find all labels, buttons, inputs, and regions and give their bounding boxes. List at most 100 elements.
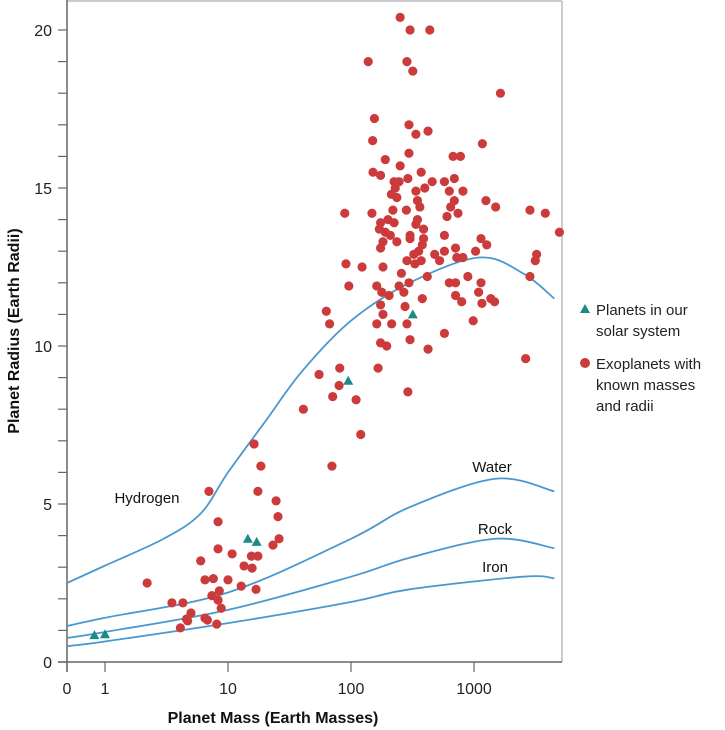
- exoplanet-point: [450, 243, 461, 253]
- exoplanet-point: [335, 363, 345, 373]
- exoplanet-point: [256, 461, 266, 471]
- exoplanet-point: [416, 167, 426, 177]
- exoplanet-point: [405, 335, 415, 345]
- exoplanet-point: [212, 619, 222, 629]
- curve-label-water: Water: [472, 459, 511, 476]
- exoplanet-point: [314, 369, 324, 380]
- exoplanet-point: [372, 319, 382, 329]
- exoplanet-point: [411, 219, 421, 229]
- legend-solar-line-1: Planets in our: [596, 302, 688, 319]
- y-axis-title: Planet Radius (Earth Radii): [6, 228, 23, 433]
- solar-planet-point: [251, 536, 262, 546]
- exoplanet-point: [395, 161, 405, 171]
- y-tick-label: 15: [34, 181, 52, 198]
- exoplanet-point: [334, 380, 344, 391]
- exoplanet-point: [450, 290, 461, 301]
- x-tick-label: 1000: [456, 681, 492, 698]
- exoplanet-point: [183, 616, 193, 626]
- x-tick-label: 10: [219, 681, 237, 698]
- exoplanet-point: [392, 237, 402, 247]
- exoplanet-point: [444, 186, 454, 196]
- exoplanet-point: [442, 211, 452, 222]
- legend-triangle-marker: [580, 304, 590, 313]
- exoplanet-point: [394, 281, 404, 291]
- exoplanet-point: [247, 563, 257, 573]
- exoplanet-point: [341, 259, 351, 269]
- exoplanet-point: [463, 271, 473, 282]
- legend: Planets in our solar system Exoplanets w…: [580, 302, 701, 415]
- solar-planet-point: [343, 375, 354, 385]
- exoplanet-point: [481, 196, 491, 206]
- curve-label-hydrogen: Hydrogen: [114, 490, 179, 507]
- exoplanet-point: [401, 205, 411, 215]
- exoplanet-point: [377, 287, 387, 297]
- exoplanet-point: [239, 561, 249, 571]
- exoplanet-point: [369, 113, 380, 124]
- exoplanet-point: [321, 306, 331, 316]
- y-minor-ticks: [58, 60, 67, 632]
- exoplanet-point: [417, 294, 427, 304]
- exoplanet-point: [227, 549, 237, 559]
- exoplanet-point: [439, 177, 450, 187]
- exoplanet-point: [236, 581, 246, 591]
- exoplanet-point: [389, 218, 399, 228]
- exoplanet-point: [251, 584, 261, 594]
- exoplanet-point: [400, 301, 410, 312]
- solar-planet-point: [407, 309, 418, 319]
- exoplanet-point: [367, 208, 377, 218]
- exoplanet-point: [449, 173, 459, 184]
- exoplanet-point: [214, 586, 224, 596]
- exoplanet-point: [274, 534, 284, 544]
- x-tick-label: 100: [338, 681, 365, 698]
- exoplanet-point: [402, 256, 412, 266]
- exoplanet-point: [411, 129, 421, 139]
- exoplanet-point: [525, 271, 535, 282]
- exoplanet-point: [458, 252, 468, 263]
- exoplanet-point: [249, 439, 259, 449]
- legend-item-solar-system: Planets in our solar system: [580, 302, 688, 340]
- solar-planet-point: [242, 533, 253, 543]
- exoplanet-point: [216, 603, 226, 613]
- exoplanet-point: [403, 173, 413, 184]
- exoplanet-point: [477, 139, 487, 149]
- exoplanet-point: [378, 309, 388, 319]
- exoplanet-point: [457, 297, 467, 307]
- exoplanet-point: [468, 316, 478, 326]
- exoplanet-point: [439, 246, 450, 256]
- exoplanet-point: [200, 575, 210, 585]
- x-tick-label: 1: [101, 681, 110, 698]
- exoplanet-point: [375, 170, 386, 180]
- legend-exo-line-3: and radii: [596, 398, 654, 415]
- exoplanet-point: [384, 290, 394, 301]
- exoplanet-point: [378, 262, 388, 272]
- exoplanet-point: [477, 298, 487, 308]
- composition-curves: Hydrogen Water Rock Iron: [66, 256, 555, 648]
- exoplanet-point: [476, 278, 486, 288]
- x-ticks: 0 1 10 100 1000: [63, 662, 492, 698]
- legend-circle-marker: [580, 358, 590, 368]
- exoplanet-point: [416, 256, 426, 266]
- exoplanet-point: [425, 25, 435, 35]
- exoplanet-point: [418, 224, 429, 234]
- exoplanet-point: [455, 151, 466, 161]
- exoplanet-point: [453, 208, 463, 218]
- exoplanet-point: [328, 391, 338, 402]
- exoplanet-point: [530, 256, 540, 266]
- exoplanet-point: [178, 598, 188, 608]
- exoplanet-point: [427, 177, 437, 187]
- exoplanet-point: [448, 151, 458, 161]
- exoplanet-point: [271, 496, 281, 506]
- exoplanet-point: [327, 461, 337, 471]
- exoplanet-point: [491, 202, 501, 212]
- exoplanet-point: [388, 205, 398, 215]
- curve-label-iron: Iron: [482, 559, 508, 576]
- exoplanet-point: [375, 300, 386, 310]
- exoplanet-point: [175, 623, 185, 633]
- exoplanet-point: [476, 233, 486, 244]
- curve-rock: [66, 537, 555, 639]
- exoplanet-point: [344, 281, 354, 291]
- exoplanet-point: [246, 551, 257, 561]
- y-tick-label: 0: [43, 655, 52, 672]
- exoplanet-point: [489, 297, 500, 307]
